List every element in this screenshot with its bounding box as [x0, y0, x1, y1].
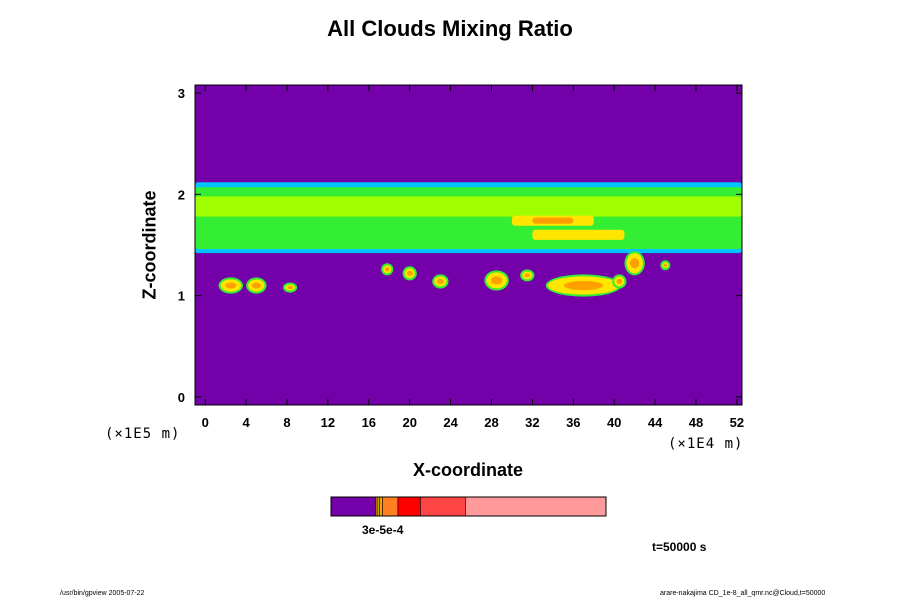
x-tick-label: 4 — [243, 415, 251, 430]
chart-title: All Clouds Mixing Ratio — [327, 16, 573, 41]
footer-right: arare-nakajima CD_1e-8_all_qmr.nc@Cloud,… — [660, 590, 826, 597]
x-tick-label: 44 — [648, 415, 663, 430]
plot-content — [195, 85, 742, 405]
cloud-blob-peak — [616, 278, 623, 284]
y-tick-label: 2 — [178, 187, 185, 202]
y-axis-ticks: 0 1 2 3 — [178, 86, 742, 405]
x-tick-label: 24 — [443, 415, 458, 430]
colorbar-band — [397, 496, 421, 517]
x-tick-label: 36 — [566, 415, 580, 430]
x-tick-label: 12 — [321, 415, 335, 430]
x-tick-label: 16 — [362, 415, 376, 430]
colorbar-band — [382, 496, 399, 517]
colorbar-band — [330, 496, 377, 517]
colorbar — [330, 496, 607, 517]
x-axis-label: X-coordinate — [412, 460, 523, 480]
x-tick-label: 8 — [283, 415, 290, 430]
cloud-blob-peak — [663, 263, 668, 267]
x-tick-label: 28 — [484, 415, 498, 430]
y-tick-label: 3 — [178, 86, 185, 101]
colorbar-tick-label: 3e-5e-4 — [362, 523, 404, 537]
x-tick-label: 0 — [202, 415, 209, 430]
cloud-blob-peak — [437, 278, 444, 284]
footer-left: /usr/bin/gpview 2005-07-22 — [60, 590, 145, 597]
time-label: t=50000 s — [652, 540, 707, 554]
y-tick-label: 1 — [178, 289, 185, 304]
cloud-region-high — [532, 229, 625, 240]
cloud-blob-peak — [251, 282, 261, 289]
cloud-blob-peak — [490, 276, 503, 285]
x-tick-label: 52 — [730, 415, 744, 430]
x-axis-ticks: 0 4 8 12 16 20 24 28 32 36 40 44 48 52 — [202, 85, 744, 430]
x-tick-label: 48 — [689, 415, 703, 430]
x-tick-label: 32 — [525, 415, 539, 430]
colorbar-band — [465, 496, 607, 517]
cloud-blob-peak — [384, 267, 390, 272]
colorbar-frame — [330, 496, 607, 517]
cloud-region-highest — [532, 217, 574, 224]
cloud-blob-peak — [630, 258, 640, 269]
x-axis-unit: (×1E4 m) — [668, 436, 744, 452]
cloud-region-mid-high — [195, 196, 742, 217]
cloud-blob-peak — [524, 273, 531, 278]
cloud-blob-peak — [406, 270, 413, 276]
colorbar-band — [420, 496, 466, 517]
plot-frame — [194, 84, 743, 406]
y-axis-label: Z-coordinate — [139, 190, 160, 300]
cloud-blob-peak — [563, 280, 604, 291]
colorbar-band — [379, 496, 383, 517]
cloud-blob-peak — [287, 286, 293, 290]
y-axis-unit: (×1E5 m) — [105, 426, 181, 442]
y-tick-label: 0 — [178, 390, 185, 405]
x-tick-label: 20 — [402, 415, 416, 430]
cloud-blob-peak — [225, 282, 237, 289]
x-tick-label: 40 — [607, 415, 621, 430]
